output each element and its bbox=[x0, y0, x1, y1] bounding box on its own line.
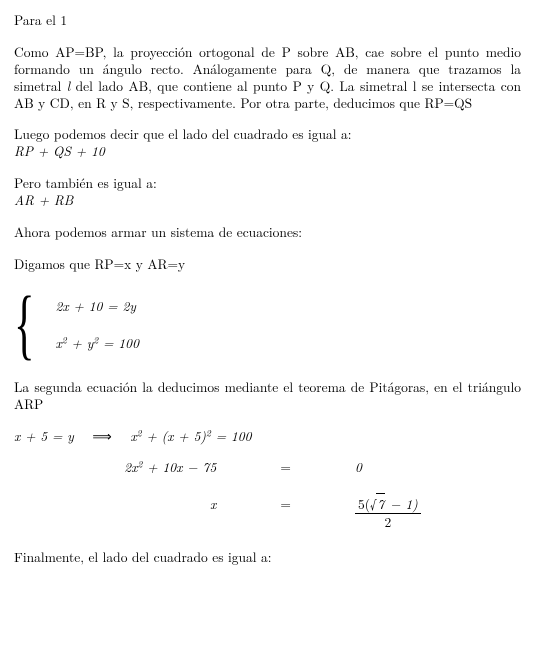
fraction: 5( 7 − 1) 2 bbox=[355, 496, 421, 531]
radicand: 7 bbox=[376, 493, 385, 513]
paragraph-let: Digamos que RP=x y AR=y bbox=[14, 256, 521, 273]
ea-lhs-2: x bbox=[24, 496, 216, 531]
fraction-denominator: 2 bbox=[355, 514, 421, 531]
text: del lado AB, que contiene al punto P y Q… bbox=[14, 76, 521, 112]
ea-lhs-1: 2x2 + 10x − 75 bbox=[24, 459, 216, 476]
t: 5( bbox=[358, 494, 370, 513]
sqrt-icon: 7 bbox=[370, 496, 385, 513]
t: + (x + 5) bbox=[142, 426, 206, 445]
t: − 1) bbox=[385, 494, 417, 513]
lhs: x + 5 = y bbox=[14, 426, 74, 445]
ea-rhs-2: 5( 7 − 1) 2 bbox=[355, 496, 521, 531]
implication-line: x + 5 = y ⟹ x2 + (x + 5)2 = 100 bbox=[14, 428, 521, 445]
t: 2x bbox=[124, 457, 137, 476]
t: = 100 bbox=[211, 426, 252, 445]
ea-eq-2: = bbox=[230, 496, 341, 531]
t: = 100 bbox=[98, 333, 139, 352]
equation-1: RP + QS + 10 bbox=[14, 143, 521, 160]
case-1: 2x + 10 = 2y bbox=[55, 298, 139, 315]
cases-system: { 2x + 10 = 2y x2 + y2 = 100 bbox=[14, 288, 521, 362]
ea-eq-1: = bbox=[230, 459, 341, 476]
cases-body: 2x + 10 = 2y x2 + y2 = 100 bbox=[55, 288, 139, 362]
paragraph-lead-2: Pero también es igual a: bbox=[14, 175, 521, 192]
implies-icon: ⟹ bbox=[92, 426, 111, 445]
paragraph-main: Como AP=BP, la proyección ortogonal de P… bbox=[14, 44, 521, 112]
paragraph-final: Finalmente, el lado del cuadrado es igua… bbox=[14, 549, 521, 566]
equation-array: 2x2 + 10x − 75 = 0 x = 5( 7 − 1) 2 bbox=[24, 459, 521, 531]
paragraph-pythagoras: La segunda ecuación la deducimos mediant… bbox=[14, 379, 521, 413]
equation-2: AR + RB bbox=[14, 192, 521, 209]
t: + 10x − 75 bbox=[142, 457, 216, 476]
t: + y bbox=[67, 333, 94, 352]
paragraph-system: Ahora podemos armar un sistema de ecuaci… bbox=[14, 224, 521, 241]
left-brace-icon: { bbox=[14, 293, 35, 355]
intro-line: Para el 1 bbox=[14, 12, 521, 29]
case1-text: 2x + 10 = 2y bbox=[55, 296, 135, 315]
ea-rhs-1: 0 bbox=[355, 459, 521, 476]
case-2: x2 + y2 = 100 bbox=[55, 335, 139, 352]
